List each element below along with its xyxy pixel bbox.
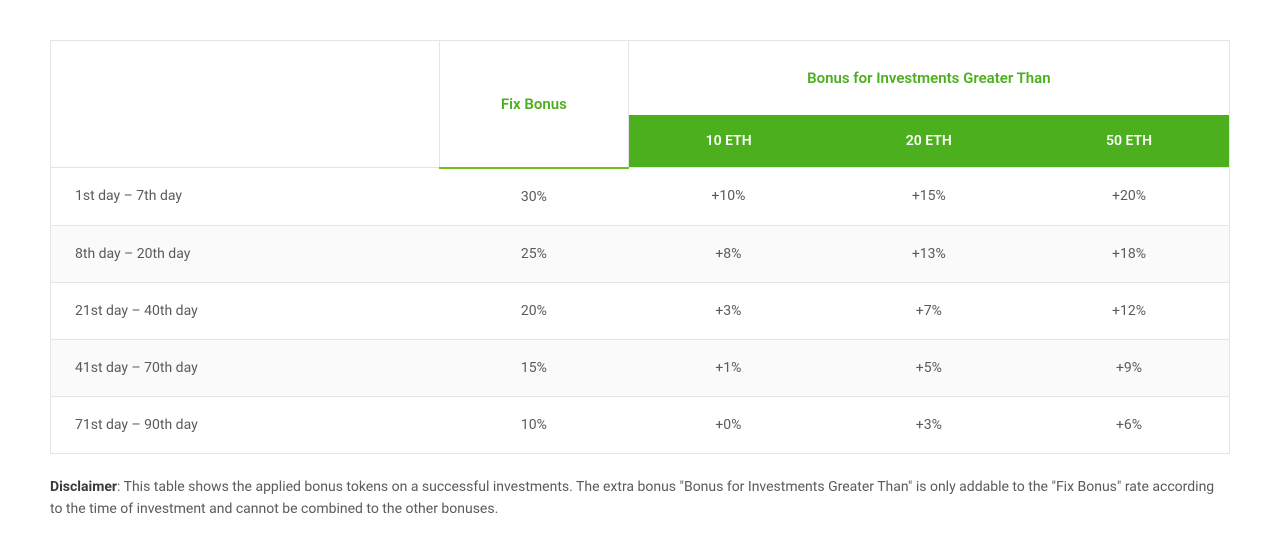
- cell-fix: 15%: [440, 339, 629, 396]
- cell-fix: 25%: [440, 225, 629, 282]
- table-body: 1st day – 7th day 30% +10% +15% +20% 8th…: [51, 168, 1230, 454]
- disclaimer-body: : This table shows the applied bonus tok…: [50, 479, 1214, 517]
- header-eth-20: 20 ETH: [829, 115, 1029, 168]
- cell-period: 1st day – 7th day: [51, 168, 440, 226]
- cell-period: 8th day – 20th day: [51, 225, 440, 282]
- table-row: 1st day – 7th day 30% +10% +15% +20%: [51, 168, 1230, 226]
- cell-bonus-50: +9%: [1029, 339, 1229, 396]
- header-blank: [51, 41, 440, 168]
- bonus-table: Fix Bonus Bonus for Investments Greater …: [50, 40, 1230, 454]
- cell-bonus-10: +3%: [628, 282, 828, 339]
- table-row: 8th day – 20th day 25% +8% +13% +18%: [51, 225, 1230, 282]
- cell-bonus-20: +13%: [829, 225, 1029, 282]
- header-investment-bonus: Bonus for Investments Greater Than: [628, 41, 1229, 116]
- table-row: 41st day – 70th day 15% +1% +5% +9%: [51, 339, 1230, 396]
- disclaimer-text: Disclaimer: This table shows the applied…: [50, 476, 1230, 521]
- cell-fix: 20%: [440, 282, 629, 339]
- header-fix-bonus: Fix Bonus: [440, 41, 629, 168]
- header-eth-10: 10 ETH: [628, 115, 828, 168]
- cell-bonus-20: +5%: [829, 339, 1029, 396]
- cell-bonus-10: +8%: [628, 225, 828, 282]
- disclaimer-label: Disclaimer: [50, 479, 117, 495]
- cell-period: 21st day – 40th day: [51, 282, 440, 339]
- cell-bonus-20: +7%: [829, 282, 1029, 339]
- cell-bonus-10: +0%: [628, 396, 828, 453]
- header-eth-50: 50 ETH: [1029, 115, 1229, 168]
- cell-period: 71st day – 90th day: [51, 396, 440, 453]
- cell-period: 41st day – 70th day: [51, 339, 440, 396]
- table-row: 21st day – 40th day 20% +3% +7% +12%: [51, 282, 1230, 339]
- cell-bonus-50: +6%: [1029, 396, 1229, 453]
- cell-bonus-50: +18%: [1029, 225, 1229, 282]
- cell-bonus-50: +12%: [1029, 282, 1229, 339]
- cell-bonus-50: +20%: [1029, 168, 1229, 226]
- cell-bonus-10: +1%: [628, 339, 828, 396]
- cell-fix: 30%: [440, 168, 629, 226]
- table-row: 71st day – 90th day 10% +0% +3% +6%: [51, 396, 1230, 453]
- cell-bonus-20: +15%: [829, 168, 1029, 226]
- cell-bonus-10: +10%: [628, 168, 828, 226]
- cell-bonus-20: +3%: [829, 396, 1029, 453]
- cell-fix: 10%: [440, 396, 629, 453]
- table-top-header-row: Fix Bonus Bonus for Investments Greater …: [51, 41, 1230, 116]
